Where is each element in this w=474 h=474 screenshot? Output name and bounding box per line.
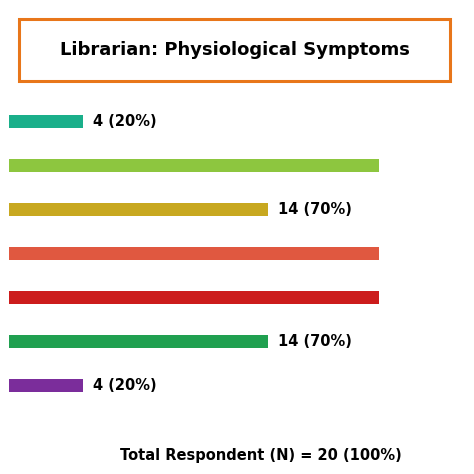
Bar <box>9 115 83 128</box>
Text: Total Respondent (N) = 20 (100%): Total Respondent (N) = 20 (100%) <box>120 447 401 463</box>
Text: 14 (70%): 14 (70%) <box>278 202 352 217</box>
Bar <box>9 203 268 216</box>
Text: 4 (20%): 4 (20%) <box>93 114 156 129</box>
Bar <box>9 380 83 392</box>
Bar <box>9 247 379 260</box>
Bar <box>9 292 379 304</box>
Text: Librarian: Physiological Symptoms: Librarian: Physiological Symptoms <box>60 41 410 59</box>
Bar <box>9 159 379 172</box>
Bar <box>9 336 268 348</box>
FancyBboxPatch shape <box>19 19 450 81</box>
Text: 14 (70%): 14 (70%) <box>278 334 352 349</box>
Text: 4 (20%): 4 (20%) <box>93 378 156 393</box>
